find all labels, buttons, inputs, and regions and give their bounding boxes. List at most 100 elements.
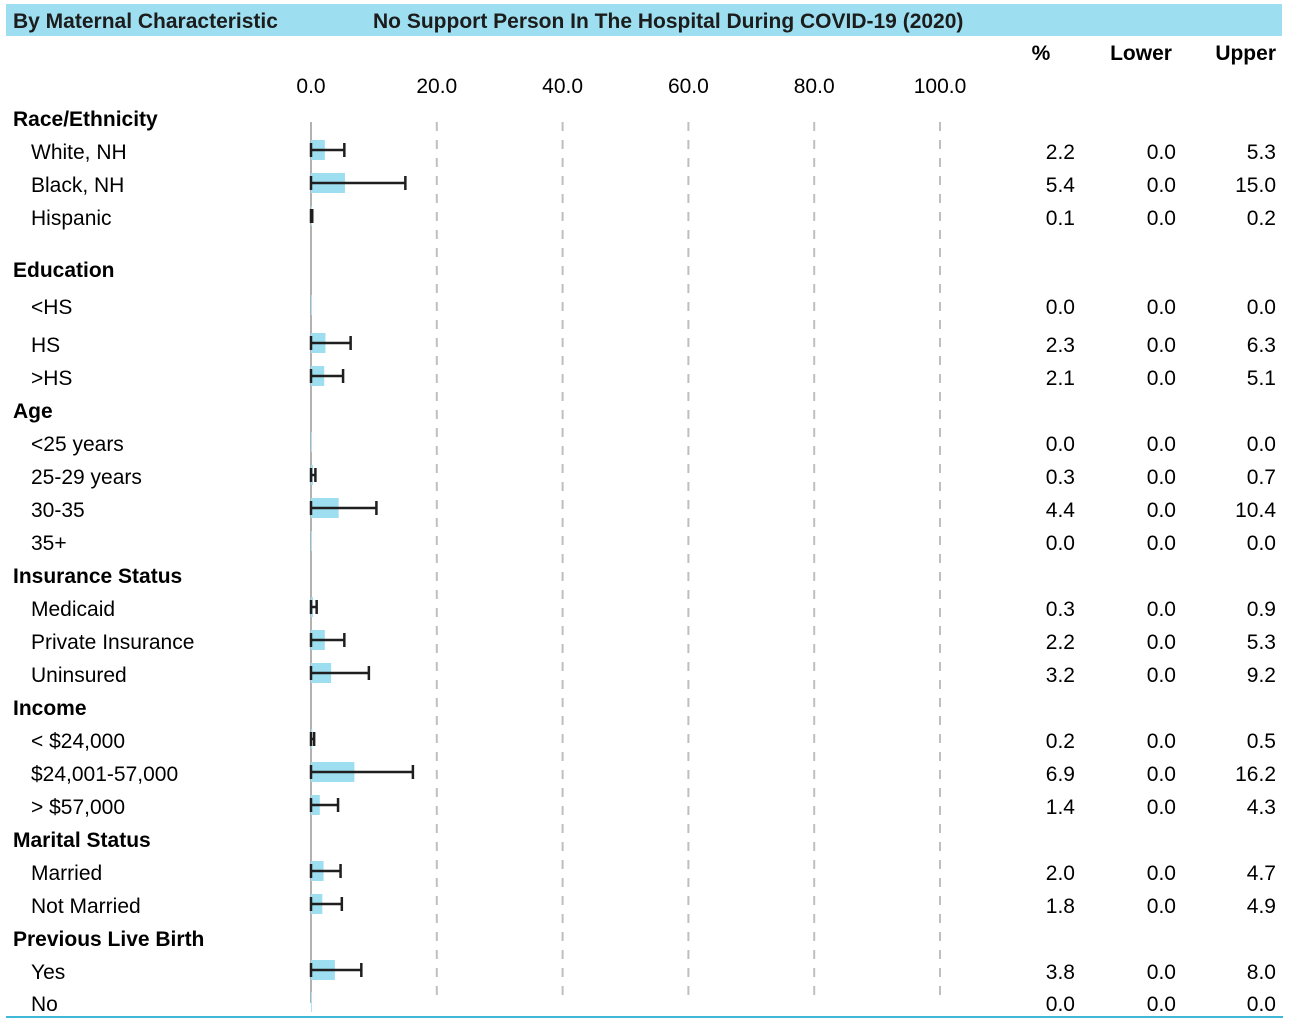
upper-value: 4.7 [1247, 862, 1276, 885]
upper-value: 8.0 [1247, 961, 1276, 984]
category-label: HS [31, 334, 60, 357]
lower-value: 0.0 [1147, 207, 1176, 230]
category-label: Uninsured [31, 664, 127, 687]
category-label: Not Married [31, 895, 141, 918]
category-label: 35+ [31, 532, 67, 555]
upper-value: 4.3 [1247, 796, 1276, 819]
pct-value: 0.0 [1046, 532, 1075, 555]
category-label: >HS [31, 367, 72, 390]
lower-value: 0.0 [1147, 174, 1176, 197]
lower-value: 0.0 [1147, 631, 1176, 654]
category-label: < $24,000 [31, 730, 125, 753]
upper-value: 6.3 [1247, 334, 1276, 357]
group-label: Marital Status [13, 829, 151, 852]
pct-value: 1.8 [1046, 895, 1075, 918]
upper-value: 10.4 [1235, 499, 1276, 522]
pct-value: 0.0 [1046, 296, 1075, 319]
lower-value: 0.0 [1147, 334, 1176, 357]
bar [311, 295, 312, 315]
category-label: Married [31, 862, 102, 885]
bar [311, 531, 312, 551]
lower-value: 0.0 [1147, 895, 1176, 918]
category-label: No [31, 993, 58, 1016]
upper-value: 0.0 [1247, 993, 1276, 1016]
pct-value: 0.3 [1046, 598, 1075, 621]
pct-value: 6.9 [1046, 763, 1075, 786]
upper-value: 9.2 [1247, 664, 1276, 687]
group-label: Education [13, 259, 115, 282]
x-tick-label-2: 40.0 [542, 75, 583, 98]
lower-value: 0.0 [1147, 763, 1176, 786]
upper-value: 0.2 [1247, 207, 1276, 230]
x-tick-label-1: 20.0 [416, 75, 457, 98]
lower-value: 0.0 [1147, 367, 1176, 390]
header-band [6, 4, 1282, 36]
lower-value: 0.0 [1147, 862, 1176, 885]
category-label: Yes [31, 961, 65, 984]
category-label: Hispanic [31, 207, 112, 230]
pct-value: 4.4 [1046, 499, 1076, 522]
bar [311, 432, 312, 452]
category-label: <25 years [31, 433, 124, 456]
lower-value: 0.0 [1147, 598, 1176, 621]
category-label: Medicaid [31, 598, 115, 621]
category-label: <HS [31, 296, 72, 319]
upper-value: 0.0 [1247, 532, 1276, 555]
pct-value: 3.8 [1046, 961, 1075, 984]
bar [311, 992, 312, 1012]
group-label: Race/Ethnicity [13, 108, 158, 131]
lower-value: 0.0 [1147, 961, 1176, 984]
lower-value: 0.0 [1147, 993, 1176, 1016]
lower-value: 0.0 [1147, 466, 1176, 489]
group-label: Age [13, 400, 53, 423]
pct-value: 0.2 [1046, 730, 1075, 753]
pct-value: 0.0 [1046, 433, 1075, 456]
lower-value: 0.0 [1147, 796, 1176, 819]
upper-value: 0.0 [1247, 296, 1276, 319]
col-header-lower: Lower [1110, 42, 1172, 65]
pct-value: 1.4 [1046, 796, 1076, 819]
upper-value: 5.3 [1247, 631, 1276, 654]
lower-value: 0.0 [1147, 730, 1176, 753]
category-label: Black, NH [31, 174, 124, 197]
upper-value: 15.0 [1235, 174, 1276, 197]
x-tick-label-5: 100.0 [914, 75, 967, 98]
left-title: By Maternal Characteristic [13, 10, 278, 33]
upper-value: 0.9 [1247, 598, 1276, 621]
x-tick-label-4: 80.0 [794, 75, 835, 98]
upper-value: 0.0 [1247, 433, 1276, 456]
category-label: Private Insurance [31, 631, 194, 654]
upper-value: 0.7 [1247, 466, 1276, 489]
pct-value: 3.2 [1046, 664, 1075, 687]
upper-value: 5.3 [1247, 141, 1276, 164]
upper-value: 4.9 [1247, 895, 1276, 918]
category-label: 25-29 years [31, 466, 142, 489]
pct-value: 2.3 [1046, 334, 1075, 357]
right-title: No Support Person In The Hospital During… [373, 10, 963, 33]
lower-value: 0.0 [1147, 664, 1176, 687]
category-label: White, NH [31, 141, 127, 164]
col-header-upper: Upper [1215, 42, 1276, 65]
pct-value: 2.0 [1046, 862, 1075, 885]
pct-value: 0.1 [1046, 207, 1075, 230]
pct-value: 2.2 [1046, 141, 1075, 164]
pct-value: 0.3 [1046, 466, 1075, 489]
col-header-pct: % [1032, 42, 1051, 65]
category-label: > $57,000 [31, 796, 125, 819]
upper-value: 16.2 [1235, 763, 1276, 786]
lower-value: 0.0 [1147, 296, 1176, 319]
lower-value: 0.0 [1147, 532, 1176, 555]
x-tick-label-0: 0.0 [296, 75, 325, 98]
pct-value: 5.4 [1046, 174, 1076, 197]
pct-value: 2.1 [1046, 367, 1075, 390]
upper-value: 5.1 [1247, 367, 1276, 390]
upper-value: 0.5 [1247, 730, 1276, 753]
pct-value: 2.2 [1046, 631, 1075, 654]
group-label: Insurance Status [13, 565, 182, 588]
pct-value: 0.0 [1046, 993, 1075, 1016]
category-label: $24,001-57,000 [31, 763, 178, 786]
lower-value: 0.0 [1147, 499, 1176, 522]
x-tick-label-3: 60.0 [668, 75, 709, 98]
